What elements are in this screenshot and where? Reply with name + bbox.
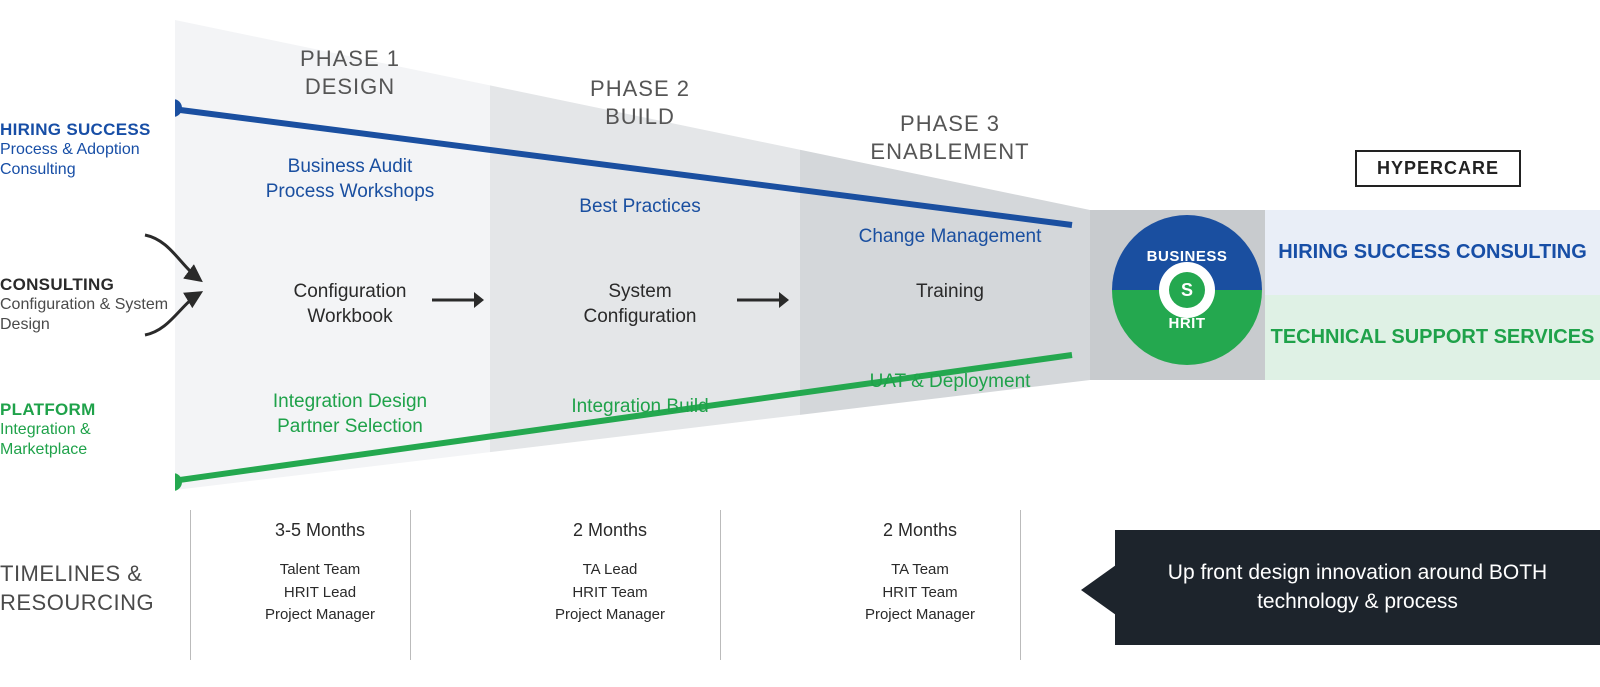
band-tss-label: TECHNICAL SUPPORT SERVICES xyxy=(1271,325,1595,350)
timeline-col-3: 2 Months TA TeamHRIT TeamProject Manager xyxy=(800,520,1040,627)
phase-2-resource: Project Manager xyxy=(490,604,730,627)
phase-3-duration: 2 Months xyxy=(800,520,1040,541)
phase-1-green-cell: Integration DesignPartner Selection xyxy=(200,390,500,439)
phase-3-blue-cell: Change Management xyxy=(800,225,1100,250)
phase-3-resource: HRIT Team xyxy=(800,582,1040,605)
timeline-divider-1 xyxy=(190,510,191,660)
label-platform-title: PLATFORM xyxy=(0,400,170,420)
phase-1-resource: Project Manager xyxy=(200,604,440,627)
phase-3-title-l1: PHASE 3 xyxy=(800,110,1100,138)
phase-3-black-cell: Training xyxy=(800,280,1100,305)
phase-1-blue-cell: Business AuditProcess Workshops xyxy=(200,155,500,204)
phase-2-title-l2: BUILD xyxy=(490,103,790,131)
phase-1-resource: Talent Team xyxy=(200,559,440,582)
timeline-col-1: 3-5 Months Talent TeamHRIT LeadProject M… xyxy=(200,520,440,627)
phase-3-resources: TA TeamHRIT TeamProject Manager xyxy=(800,559,1040,627)
phase-1-title-l2: DESIGN xyxy=(200,73,500,101)
phase-3-resource: Project Manager xyxy=(800,604,1040,627)
phase-2-title-l1: PHASE 2 xyxy=(490,75,790,103)
business-hrit-circle: BUSINESS HRIT S xyxy=(1112,215,1262,365)
phase-3-title-l2: ENABLEMENT xyxy=(800,138,1100,166)
timelines-resourcing-label: TIMELINES & RESOURCING xyxy=(0,560,154,617)
phase-1-resources: Talent TeamHRIT LeadProject Manager xyxy=(200,559,440,627)
arrow-icon-2 xyxy=(735,285,791,319)
timelines-l1: TIMELINES & xyxy=(0,560,154,589)
phase-3-green-cell: UAT & Deployment xyxy=(800,370,1100,395)
phase-2-resources: TA LeadHRIT TeamProject Manager xyxy=(490,559,730,627)
label-platform-sub: Integration & Marketplace xyxy=(0,420,170,460)
phase-2-resource: HRIT Team xyxy=(490,582,730,605)
timelines-l2: RESOURCING xyxy=(0,589,154,618)
phase-3-resource: TA Team xyxy=(800,559,1040,582)
phase-2-blue-cell: Best Practices xyxy=(490,195,790,220)
phase-2-resource: TA Lead xyxy=(490,559,730,582)
circle-center-text: S xyxy=(1181,280,1193,301)
phase-header-1: PHASE 1 DESIGN xyxy=(200,45,500,100)
callout-box: Up front design innovation around BOTH t… xyxy=(1115,530,1600,645)
callout-arrow-icon xyxy=(1081,565,1116,615)
phase-2-duration: 2 Months xyxy=(490,520,730,541)
circle-center-icon: S xyxy=(1159,262,1215,318)
hypercare-box: HYPERCARE xyxy=(1355,150,1521,187)
phase-header-3: PHASE 3 ENABLEMENT xyxy=(800,110,1100,165)
label-hiring-sub: Process & Adoption Consulting xyxy=(0,140,170,180)
circle-center-s: S xyxy=(1169,272,1205,308)
phase-header-2: PHASE 2 BUILD xyxy=(490,75,790,130)
label-consulting-sub: Configuration & System Design xyxy=(0,295,170,335)
label-hiring-title: HIRING SUCCESS xyxy=(0,120,170,140)
label-hiring-success: HIRING SUCCESS Process & Adoption Consul… xyxy=(0,120,170,180)
label-consulting: CONSULTING Configuration & System Design xyxy=(0,275,170,335)
hypercare-label: HYPERCARE xyxy=(1377,158,1499,178)
phase-1-duration: 3-5 Months xyxy=(200,520,440,541)
band-technical-support-services: TECHNICAL SUPPORT SERVICES xyxy=(1265,295,1600,380)
arrow-icon-1 xyxy=(430,285,486,319)
label-platform: PLATFORM Integration & Marketplace xyxy=(0,400,170,460)
phase-1-title-l1: PHASE 1 xyxy=(200,45,500,73)
label-consulting-title: CONSULTING xyxy=(0,275,170,295)
phase-1-resource: HRIT Lead xyxy=(200,582,440,605)
band-hsc-label: HIRING SUCCESS CONSULTING xyxy=(1278,240,1587,265)
timeline-col-2: 2 Months TA LeadHRIT TeamProject Manager xyxy=(490,520,730,627)
band-hiring-success-consulting: HIRING SUCCESS CONSULTING xyxy=(1265,210,1600,295)
callout-text: Up front design innovation around BOTH t… xyxy=(1168,561,1547,613)
phase-2-green-cell: Integration Build xyxy=(490,395,790,420)
